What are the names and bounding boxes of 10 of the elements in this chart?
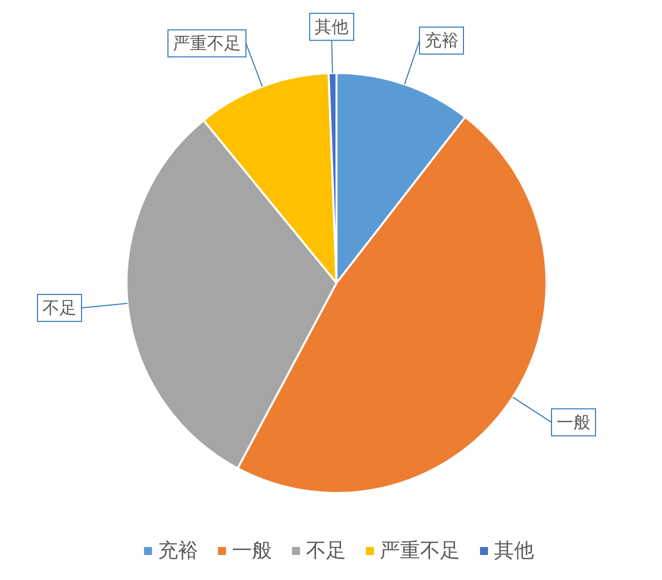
slice-label: 其他 [314,17,349,36]
legend-label: 一般 [232,540,272,562]
slice-label: 充裕 [424,31,458,50]
legend-label: 其他 [494,540,534,562]
legend-label: 充裕 [158,540,198,562]
legend-label: 严重不足 [380,540,460,562]
slice-label: 严重不足 [172,34,241,53]
legend-label: 不足 [306,540,346,562]
slice-label: 不足 [42,298,77,318]
slice-label: 一般 [556,412,591,432]
